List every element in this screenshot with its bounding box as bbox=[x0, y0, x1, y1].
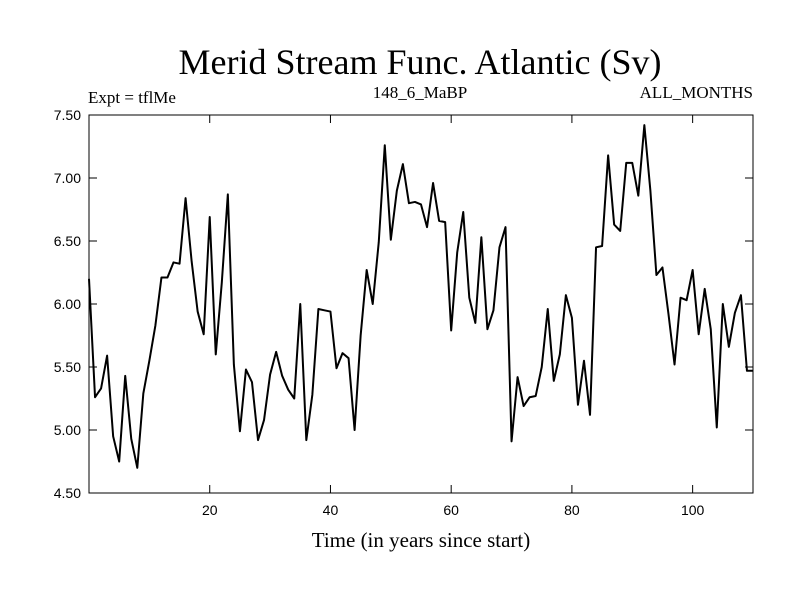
x-axis-label: Time (in years since start) bbox=[312, 528, 531, 552]
y-tick-label: 7.50 bbox=[54, 107, 81, 123]
y-tick-label: 5.00 bbox=[54, 422, 81, 438]
x-axis: 20 40 60 80 100 bbox=[202, 115, 705, 518]
x-tick-label: 20 bbox=[202, 502, 218, 518]
y-tick-label: 6.50 bbox=[54, 233, 81, 249]
series-line bbox=[88, 124, 753, 469]
x-tick-label: 80 bbox=[564, 502, 580, 518]
chart-title: Merid Stream Func. Atlantic (Sv) bbox=[179, 42, 662, 82]
x-tick-label: 60 bbox=[443, 502, 459, 518]
x-tick-label: 100 bbox=[681, 502, 705, 518]
subtitle-right: ALL_MONTHS bbox=[640, 83, 753, 102]
subtitle-center: 148_6_MaBP bbox=[373, 83, 467, 102]
plot-frame bbox=[88, 114, 754, 494]
y-tick-label: 7.00 bbox=[54, 170, 81, 186]
y-axis: 4.50 5.00 5.50 6.00 6.50 7.00 7.50 bbox=[54, 107, 753, 501]
y-tick-label: 4.50 bbox=[54, 485, 81, 501]
y-tick-label: 5.50 bbox=[54, 359, 81, 375]
x-tick-label: 40 bbox=[323, 502, 339, 518]
y-tick-label: 6.00 bbox=[54, 296, 81, 312]
subtitle-left: Expt = tflMe bbox=[88, 88, 176, 107]
